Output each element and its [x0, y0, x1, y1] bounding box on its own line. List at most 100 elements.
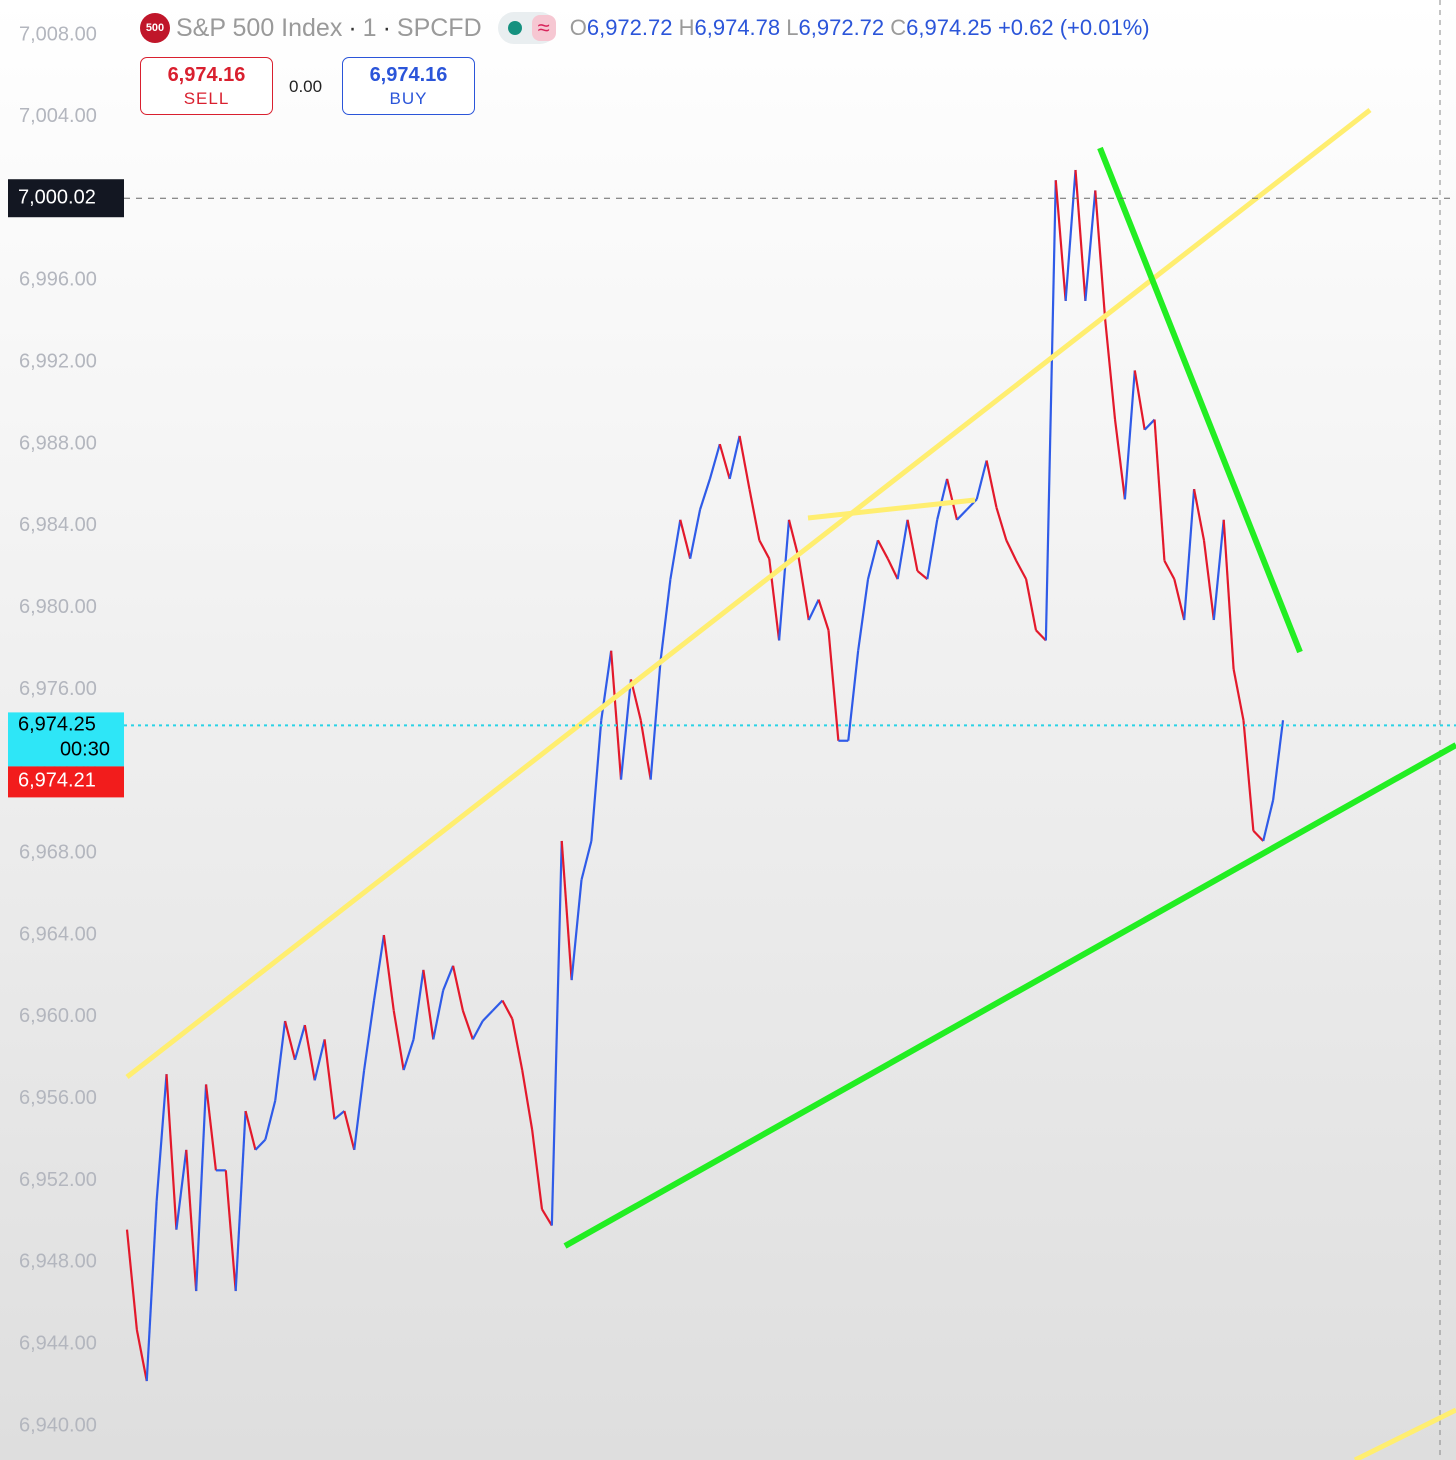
- ohlc-key: L: [786, 15, 799, 40]
- bid-tag-label: 6,974.21: [18, 770, 96, 792]
- price-segment: [975, 460, 988, 500]
- ohlc-value: 6,972.72: [586, 15, 673, 40]
- y-tick-label: 7,004.00: [19, 105, 97, 127]
- price-segment: [461, 1010, 474, 1040]
- sell-button[interactable]: 6,974.16 SELL: [140, 57, 273, 115]
- price-segment: [956, 508, 968, 521]
- price-tag-timer: 00:30: [60, 739, 110, 761]
- trend-line: [1353, 1407, 1456, 1460]
- price-segment: [125, 1229, 138, 1331]
- symbol-name[interactable]: S&P 500 Index: [176, 13, 343, 42]
- trend-line: [125, 108, 1372, 1079]
- price-segment: [936, 478, 949, 521]
- price-segment: [1183, 489, 1196, 621]
- price-segment: [333, 1110, 346, 1121]
- y-tick-label: 6,980.00: [19, 596, 97, 618]
- price-segment: [1044, 180, 1057, 641]
- ohlc-key: O: [569, 15, 587, 40]
- price-segment: [1202, 540, 1215, 621]
- price-segment: [1262, 799, 1275, 842]
- price-segment: [876, 539, 889, 560]
- price-segment: [382, 934, 395, 1011]
- price-segment: [165, 1074, 178, 1230]
- price-segment: [1104, 319, 1117, 420]
- price-segment: [1222, 519, 1235, 670]
- y-tick-label: 6,956.00: [19, 1087, 97, 1109]
- price-segment: [1123, 370, 1136, 500]
- price-segment: [511, 1018, 524, 1071]
- price-segment: [649, 660, 662, 780]
- price-segment: [985, 460, 998, 508]
- price-segment: [639, 720, 652, 780]
- price-segment: [284, 1020, 297, 1061]
- price-segment: [1163, 560, 1176, 580]
- trend-line: [807, 497, 976, 521]
- price-segment: [353, 1069, 366, 1151]
- y-tick-label: 6,948.00: [19, 1251, 97, 1273]
- bid-tag: [8, 766, 124, 798]
- price-segment: [254, 1138, 267, 1151]
- price-segment: [195, 1084, 208, 1292]
- price-segment: [363, 1000, 376, 1071]
- price-segment: [995, 507, 1008, 541]
- y-tick-label: 6,996.00: [19, 269, 97, 291]
- y-tick-label: 6,964.00: [19, 923, 97, 945]
- price-segment: [521, 1069, 534, 1130]
- buy-button[interactable]: 6,974.16 BUY: [342, 57, 475, 115]
- symbol-icon: 500: [140, 13, 170, 43]
- price-segment: [857, 578, 870, 651]
- price-segment: [787, 519, 800, 559]
- price-segment: [896, 519, 909, 580]
- price-segment: [293, 1024, 306, 1061]
- price-segment: [1272, 720, 1285, 801]
- price-segment: [471, 1020, 484, 1040]
- price-segment: [531, 1129, 544, 1210]
- y-tick-label: 6,984.00: [19, 514, 97, 536]
- price-segment: [570, 879, 583, 981]
- price-segment: [175, 1149, 188, 1230]
- price-segment: [807, 599, 820, 621]
- status-pill[interactable]: ≈: [497, 12, 556, 44]
- price-segment: [234, 1110, 247, 1292]
- separator: ·: [382, 13, 391, 42]
- price-segment: [264, 1100, 277, 1140]
- price-segment: [699, 478, 711, 510]
- price-segment: [1084, 190, 1097, 302]
- price-segment: [926, 519, 939, 580]
- price-segment: [758, 539, 771, 560]
- price-segment: [1242, 720, 1255, 831]
- price-segment: [1173, 578, 1186, 621]
- price-segment: [768, 558, 781, 641]
- price-segment: [708, 443, 721, 480]
- separator: ·: [348, 13, 357, 42]
- price-segment: [817, 599, 830, 631]
- price-segment: [728, 435, 741, 480]
- price-segment: [659, 578, 672, 662]
- price-segment: [906, 519, 919, 572]
- interval[interactable]: 1: [362, 13, 377, 42]
- price-segment: [847, 650, 860, 741]
- price-segment: [313, 1039, 326, 1081]
- price-segment: [1113, 419, 1127, 500]
- buy-label: BUY: [389, 89, 428, 108]
- price-segment: [442, 965, 455, 991]
- price-segment: [392, 1010, 405, 1071]
- price-segment: [541, 1208, 553, 1227]
- price-segment: [689, 509, 702, 559]
- price-segment: [1025, 578, 1038, 631]
- price-segment: [1212, 519, 1225, 621]
- symbol-header: 500 S&P 500 Index · 1 · SPCFD ≈ O6,972.7…: [140, 12, 1150, 44]
- price-segment: [402, 1039, 415, 1071]
- spread: 0.00: [289, 77, 323, 96]
- price-segment: [1192, 488, 1206, 541]
- price-segment: [550, 840, 563, 1226]
- ohlc: O6,972.72 H6,974.78 L6,972.72 C6,974.25 …: [570, 15, 1150, 41]
- y-tick-label: 6,944.00: [19, 1332, 97, 1354]
- price-tag-label: 6,974.25: [18, 714, 96, 736]
- price-segment: [501, 1000, 514, 1020]
- price-segment: [1064, 169, 1077, 302]
- y-tick-label: 6,976.00: [19, 678, 97, 700]
- price-segment: [1074, 169, 1087, 302]
- approx-badge: ≈: [531, 15, 556, 41]
